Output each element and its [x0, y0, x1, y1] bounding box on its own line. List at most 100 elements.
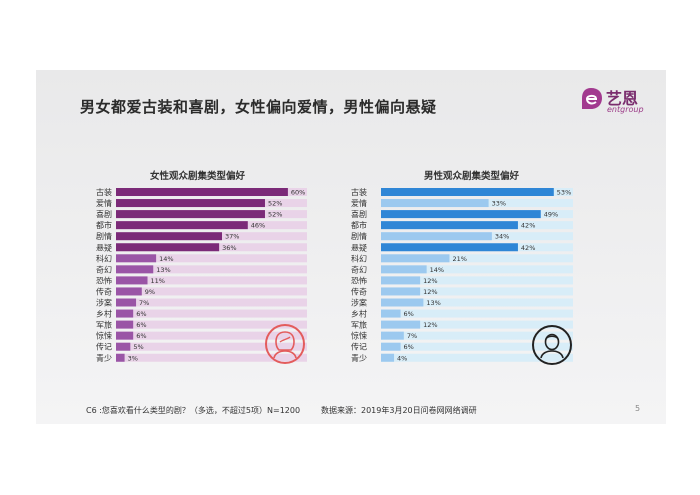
male-avatar-icon [532, 325, 572, 365]
male-bar-track [381, 353, 573, 362]
male-bar-track [381, 331, 573, 340]
male-bar-chart: 古装 53% 爱情 33% 喜剧 49% 都市 42% 剧情 34% 悬疑 42% 科幻 21% 奇幻 14%… [351, 187, 573, 363]
female-category-label: 青少 [96, 353, 112, 363]
male-bar-track [381, 254, 573, 263]
female-value-label: 52% [268, 200, 282, 208]
male-category-label: 传记 [351, 342, 367, 352]
female-value-label: 6% [136, 332, 146, 340]
male-category-label: 惊悚 [351, 331, 367, 341]
female-value-label: 46% [251, 222, 265, 230]
female-category-label: 传奇 [96, 286, 112, 296]
female-bar-track [116, 276, 307, 285]
male-category-label: 军旅 [351, 320, 367, 330]
female-category-label: 传记 [96, 342, 112, 352]
female-category-label: 爱情 [96, 198, 112, 208]
male-bar [381, 210, 541, 219]
female-chart-title: 女性观众剧集类型偏好 [150, 171, 246, 182]
male-bar [381, 254, 450, 263]
male-bar [381, 320, 421, 329]
female-bar [116, 221, 248, 230]
female-bar [116, 265, 154, 274]
male-value-label: 34% [495, 233, 509, 241]
male-bar [381, 287, 421, 296]
male-category-label: 古装 [351, 187, 367, 197]
male-value-label: 42% [521, 244, 535, 252]
female-value-label: 11% [151, 277, 165, 285]
female-bar [116, 199, 265, 208]
male-category-label: 爱情 [351, 198, 367, 208]
data-source-note: 数据来源：2019年3月20日问卷网网络调研 [321, 406, 477, 415]
female-category-label: 喜剧 [96, 209, 112, 219]
female-value-label: 13% [156, 266, 170, 274]
male-chart-title: 男性观众剧集类型偏好 [424, 171, 520, 182]
female-bar [116, 342, 131, 351]
slide: 男女都爱古装和喜剧，女性偏向爱情，男性偏向悬疑 艺恩 entgroup 女性观众… [36, 70, 666, 424]
female-bar [116, 276, 148, 285]
male-bar [381, 265, 427, 274]
female-value-label: 14% [159, 255, 173, 263]
male-value-label: 6% [404, 343, 414, 351]
female-bar [116, 210, 265, 219]
male-bar-track [381, 309, 573, 318]
male-category-label: 奇幻 [351, 264, 367, 274]
page-number: 5 [635, 404, 641, 413]
male-value-label: 13% [426, 299, 440, 307]
female-bar [116, 320, 134, 329]
female-bar [116, 243, 220, 252]
male-category-label: 科幻 [351, 253, 367, 263]
male-value-label: 33% [492, 200, 506, 208]
male-category-label: 喜剧 [351, 209, 367, 219]
female-bar [116, 309, 134, 318]
female-avatar-icon [265, 324, 305, 364]
logo-mark-icon [582, 88, 602, 109]
male-bar-track [381, 276, 573, 285]
female-bar [116, 331, 134, 340]
logo-text: 艺恩 [606, 89, 639, 108]
male-value-label: 12% [423, 277, 437, 285]
female-value-label: 37% [225, 233, 239, 241]
female-bar-track [116, 320, 307, 329]
female-category-label: 涉案 [96, 298, 112, 308]
male-bar [381, 309, 401, 318]
male-bar-track [381, 287, 573, 296]
female-category-label: 乡村 [96, 309, 112, 319]
female-bar-track [116, 265, 307, 274]
female-bar [116, 188, 288, 196]
male-bar [381, 199, 489, 208]
female-category-label: 奇幻 [96, 264, 112, 274]
female-value-label: 6% [136, 321, 146, 329]
female-value-label: 3% [128, 354, 138, 362]
male-value-label: 42% [521, 222, 535, 230]
male-bar [381, 232, 492, 241]
female-value-label: 5% [133, 343, 143, 351]
slide-title: 男女都爱古装和喜剧，女性偏向爱情，男性偏向悬疑 [80, 98, 437, 116]
female-category-label: 军旅 [96, 320, 112, 330]
male-bar [381, 276, 421, 285]
male-bar [381, 342, 401, 351]
female-value-label: 52% [268, 211, 282, 219]
logo-subtext: entgroup [607, 105, 644, 114]
female-category-label: 都市 [96, 220, 112, 230]
female-category-label: 古装 [96, 187, 112, 197]
male-value-label: 4% [397, 354, 407, 362]
female-category-label: 惊悚 [96, 331, 112, 341]
male-category-label: 剧情 [351, 231, 367, 241]
female-value-label: 60% [291, 189, 305, 197]
male-bar [381, 331, 404, 340]
female-bar-track [116, 254, 307, 263]
female-value-label: 36% [222, 244, 236, 252]
male-category-label: 都市 [351, 220, 367, 230]
male-category-label: 悬疑 [351, 242, 367, 252]
logo: 艺恩 entgroup [578, 84, 662, 118]
male-bar [381, 221, 518, 230]
survey-question-note: C6 :您喜欢看什么类型的剧？（多选，不超过5项）N=1200 [86, 406, 301, 415]
male-value-label: 49% [544, 211, 558, 219]
male-value-label: 6% [404, 310, 414, 318]
male-category-label: 乡村 [351, 309, 367, 319]
male-bar-track [381, 298, 573, 307]
female-category-label: 科幻 [96, 253, 112, 263]
female-bar [116, 287, 142, 296]
female-bar [116, 254, 157, 263]
female-value-label: 9% [145, 288, 155, 296]
male-category-label: 涉案 [351, 298, 367, 308]
